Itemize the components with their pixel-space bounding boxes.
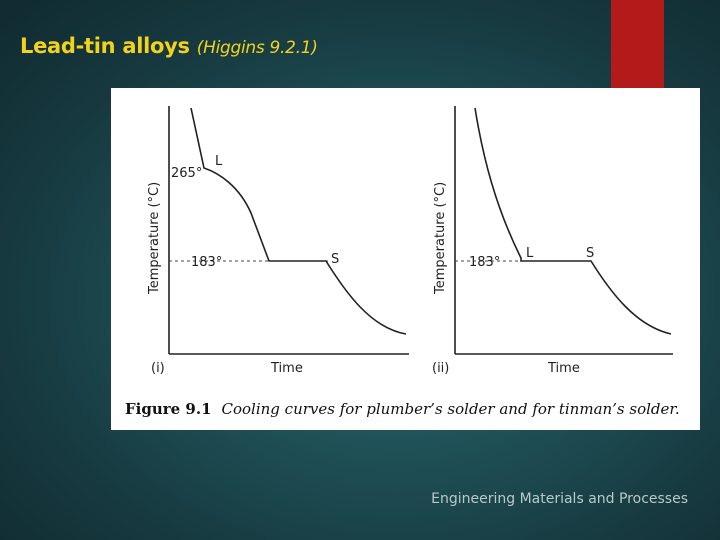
panel-i-point-l: L [215,154,223,169]
panel-i-y-label: Temperature (°C) [147,182,162,295]
panel-ii-temp-183: 183° [469,255,500,270]
slide-footer: Engineering Materials and Processes [431,491,688,507]
panel-i-point-s: S [331,252,339,267]
panel-ii-point-s: S [586,246,594,261]
panel-ii-x-label: Time [547,361,580,376]
panel-ii-point-l: L [526,246,534,261]
panel-i-temp-265: 265° [171,166,202,181]
figure-number: Figure 9.1 [125,400,212,418]
panel-ii-cooling-curve [474,107,672,335]
panel-ii-label: (ii) [432,361,449,376]
title-text: Lead-tin alloys [20,34,190,58]
panel-i-label: (i) [151,361,165,376]
figure-caption: Figure 9.1 Cooling curves for plumber’s s… [125,400,695,418]
title-reference: (Higgins 9.2.1) [196,38,318,58]
panel-ii: 183° L S Time (ii) Temperature (°C) [432,106,673,376]
cooling-curves-diagram: 265° 183° L S Time (i) Temperature (°C) … [147,106,673,376]
panel-i-temp-183: 183° [191,255,222,270]
figure-panel: 265° 183° L S Time (i) Temperature (°C) … [111,88,700,430]
accent-tab [611,0,664,88]
slide-title: Lead-tin alloys (Higgins 9.2.1) [20,34,318,58]
panel-i-x-label: Time [270,361,303,376]
figure-caption-text: Cooling curves for plumber’s solder and … [221,400,680,418]
panel-i: 265° 183° L S Time (i) Temperature (°C) [147,106,409,376]
panel-i-cooling-curve [190,107,407,335]
panel-ii-y-label: Temperature (°C) [433,182,448,295]
